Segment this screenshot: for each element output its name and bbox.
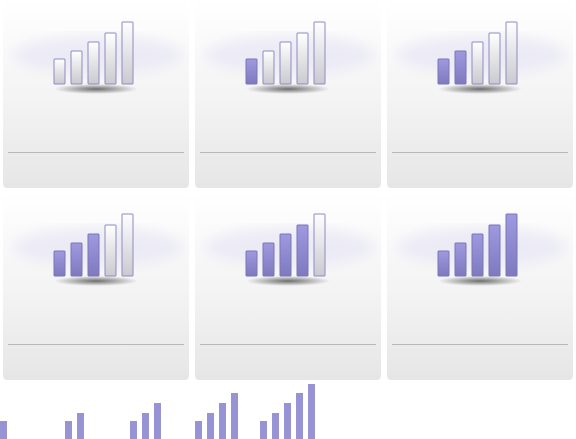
signal-bar-inactive bbox=[70, 50, 83, 85]
small-signal-bar bbox=[142, 413, 149, 439]
icon-shadow bbox=[54, 276, 138, 286]
signal-bar-active bbox=[488, 224, 501, 277]
icon-shadow bbox=[438, 276, 522, 286]
small-signal-bar bbox=[219, 403, 226, 439]
signal-bar-inactive bbox=[471, 41, 484, 85]
signal-bar-inactive bbox=[313, 213, 326, 277]
small-signal-bar bbox=[195, 421, 202, 439]
signal-bar-active bbox=[296, 224, 309, 277]
signal-bar-inactive bbox=[104, 224, 117, 277]
signal-bar-active bbox=[70, 242, 83, 277]
signal-bar-inactive bbox=[53, 58, 66, 85]
signal-bar-active bbox=[437, 250, 450, 277]
icon-shadow bbox=[54, 84, 138, 94]
signal-tile bbox=[3, 192, 189, 380]
signal-bar-inactive bbox=[121, 21, 134, 85]
signal-bar-active bbox=[262, 242, 275, 277]
small-signal-bar bbox=[65, 421, 72, 439]
small-signal-bar bbox=[207, 413, 214, 439]
signal-tile bbox=[387, 0, 573, 188]
small-signal-bar bbox=[260, 421, 267, 439]
icon-shadow bbox=[246, 84, 330, 94]
small-signal-bar bbox=[308, 384, 315, 439]
signal-bar-active bbox=[454, 242, 467, 277]
signal-bar-active bbox=[437, 58, 450, 85]
signal-bar-inactive bbox=[121, 213, 134, 277]
small-signal-bar bbox=[272, 413, 279, 439]
signal-bar-active bbox=[87, 233, 100, 277]
small-signal-bar bbox=[284, 403, 291, 439]
icon-shadow bbox=[438, 84, 522, 94]
signal-bar-active bbox=[471, 233, 484, 277]
small-signal-bar bbox=[296, 393, 303, 439]
signal-bar-active bbox=[505, 213, 518, 277]
small-signal-bar bbox=[0, 421, 7, 439]
small-signal-bar bbox=[130, 421, 137, 439]
signal-bar-inactive bbox=[87, 41, 100, 85]
signal-bar-inactive bbox=[279, 41, 292, 85]
signal-tile bbox=[195, 192, 381, 380]
signal-bar-active bbox=[245, 58, 258, 85]
small-signal-bar bbox=[154, 403, 161, 439]
small-signal-bar bbox=[77, 413, 84, 439]
signal-bar-inactive bbox=[313, 21, 326, 85]
signal-bar-inactive bbox=[262, 50, 275, 85]
signal-bar-inactive bbox=[488, 32, 501, 85]
signal-bar-active bbox=[279, 233, 292, 277]
small-signal-bar bbox=[231, 393, 238, 439]
signal-bar-active bbox=[53, 250, 66, 277]
signal-bar-active bbox=[454, 50, 467, 85]
signal-bar-active bbox=[245, 250, 258, 277]
signal-bar-inactive bbox=[505, 21, 518, 85]
signal-bar-inactive bbox=[296, 32, 309, 85]
signal-bar-inactive bbox=[104, 32, 117, 85]
signal-tile bbox=[387, 192, 573, 380]
icon-shadow bbox=[246, 276, 330, 286]
signal-tile bbox=[195, 0, 381, 188]
signal-tile bbox=[3, 0, 189, 188]
